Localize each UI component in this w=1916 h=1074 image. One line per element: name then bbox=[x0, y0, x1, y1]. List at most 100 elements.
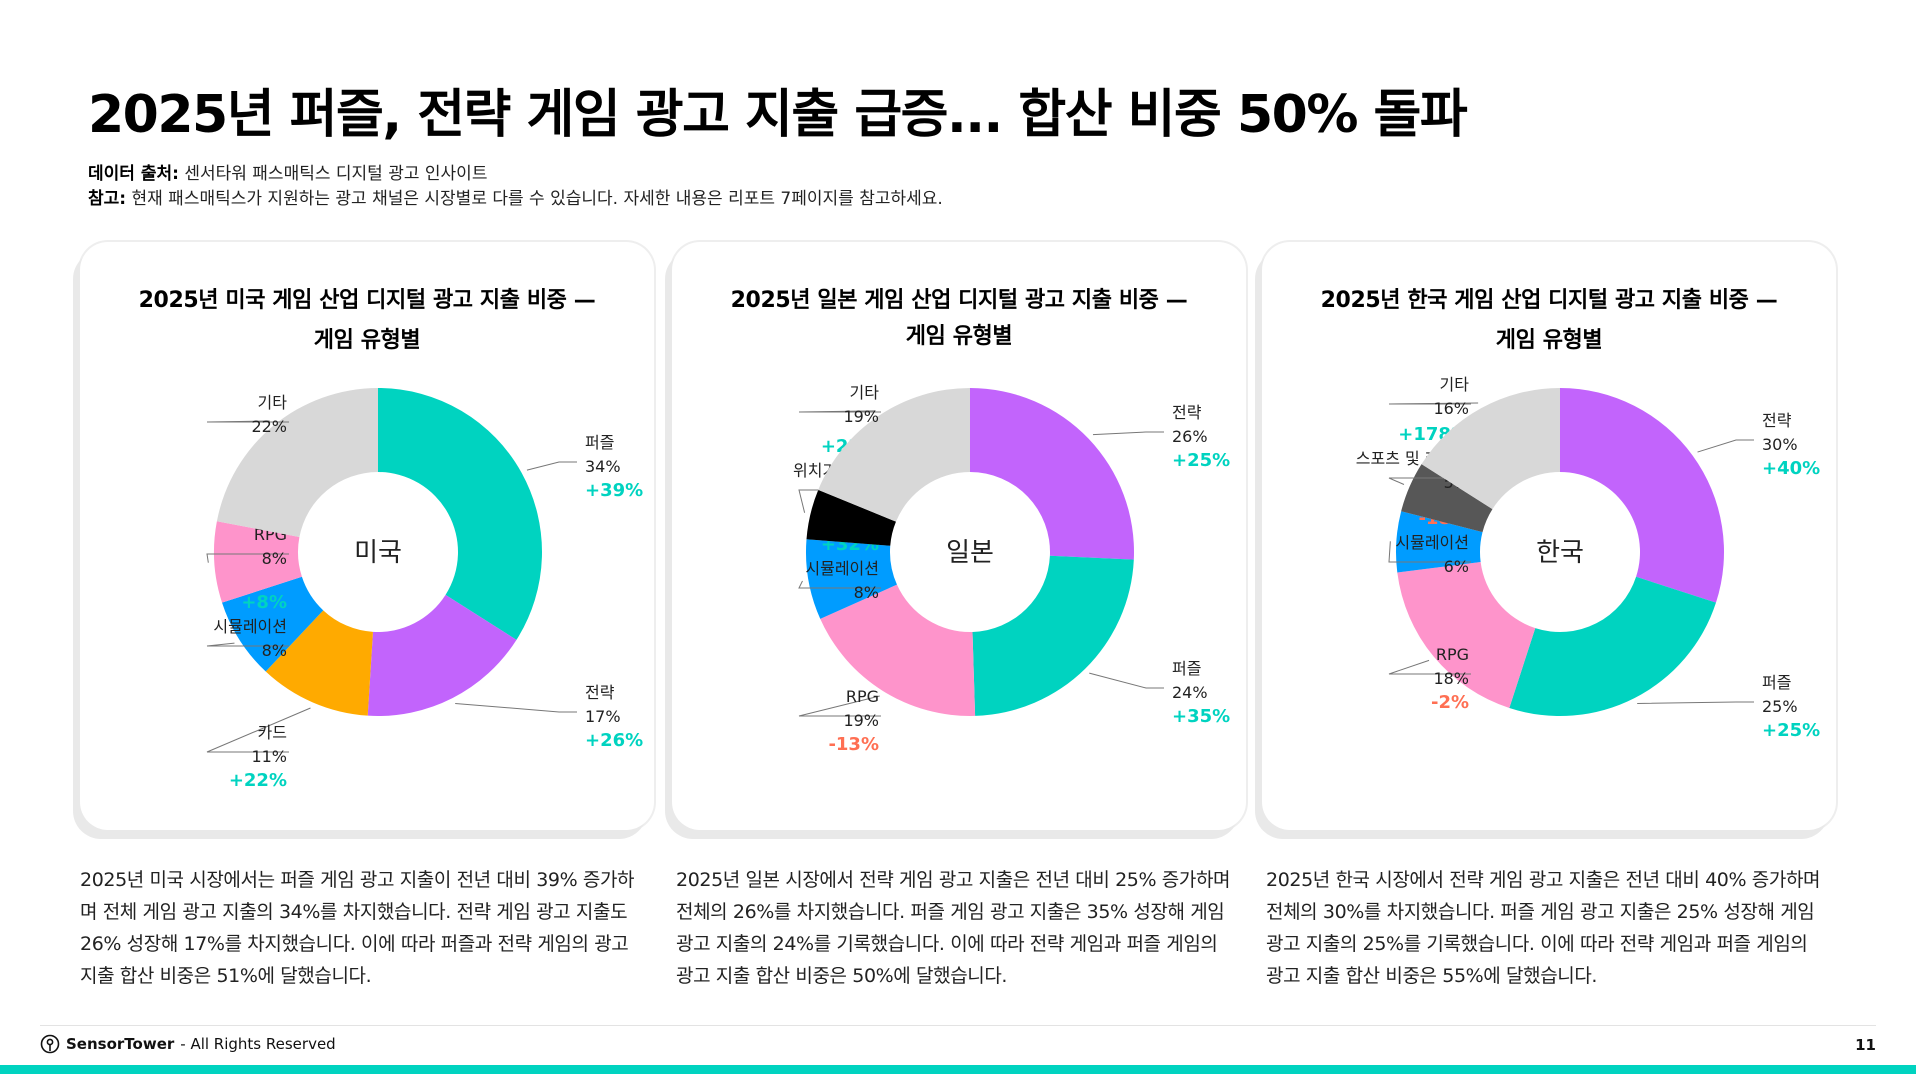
donut-slice-simulation bbox=[806, 539, 897, 619]
leader-line bbox=[206, 707, 311, 753]
leader-line bbox=[206, 553, 289, 563]
page-title: 2025년 퍼즐, 전략 게임 광고 지출 급증... 합산 비중 50% 돌파 bbox=[88, 85, 1468, 145]
chart-title-line1: 2025년 일본 게임 산업 디지털 광고 지출 비중 — bbox=[730, 288, 1188, 313]
chart-card-japan: 2025년 일본 게임 산업 디지털 광고 지출 비중 — 게임 유형별 전략 2… bbox=[672, 242, 1246, 830]
data-source-line: 데이터 출처: 센서타워 패스매틱스 디지털 광고 인사이트 bbox=[88, 162, 943, 187]
donut-slice-other bbox=[818, 388, 970, 522]
share-label: 6% bbox=[1444, 557, 1469, 576]
bottom-accent-bar bbox=[0, 1065, 1916, 1074]
description-japan: 2025년 일본 시장에서 전략 게임 광고 지출은 전년 대비 25% 증가하… bbox=[676, 869, 1231, 987]
leader-line bbox=[798, 580, 881, 589]
category-label: 전략 bbox=[1762, 411, 1792, 430]
description-us: 2025년 미국 시장에서는 퍼즐 게임 광고 지출이 전년 대비 39% 증가… bbox=[80, 869, 635, 987]
chart-title-line2: 게임 유형별 bbox=[905, 324, 1013, 349]
leader-line bbox=[1388, 659, 1471, 675]
donut-slice-puzzle bbox=[972, 555, 1134, 716]
change-label: +35% bbox=[1172, 706, 1230, 727]
donut-slice-other bbox=[216, 388, 378, 538]
share-label: 24% bbox=[1172, 683, 1208, 702]
chart-title-line1: 2025년 한국 게임 산업 디지털 광고 지출 비중 — bbox=[1320, 288, 1778, 313]
donut-slice-strategy bbox=[970, 388, 1134, 560]
footer-logo: SensorTower - All Rights Reserved bbox=[40, 1034, 336, 1054]
source-note: 데이터 출처: 센서타워 패스매틱스 디지털 광고 인사이트 참고: 현재 패스… bbox=[88, 162, 943, 212]
change-label: +26% bbox=[585, 730, 643, 751]
donut-slice-sports-racing bbox=[1401, 464, 1493, 533]
change-label: +40% bbox=[1762, 458, 1820, 479]
center-label: 일본 bbox=[946, 538, 994, 568]
page-number: 11 bbox=[1855, 1036, 1876, 1054]
share-label: 25% bbox=[1762, 697, 1798, 716]
category-label: 시뮬레이션 bbox=[805, 559, 879, 578]
donut-slice-puzzle bbox=[378, 388, 542, 640]
category-label: 퍼즐 bbox=[1762, 673, 1791, 692]
leader-line bbox=[455, 702, 577, 713]
category-label: RPG bbox=[1436, 645, 1469, 664]
share-label: 8% bbox=[262, 549, 287, 568]
change-label: +25% bbox=[1172, 450, 1230, 471]
chart-title-line2: 게임 유형별 bbox=[1495, 328, 1603, 353]
share-label: 8% bbox=[262, 641, 287, 660]
share-label: 16% bbox=[1433, 399, 1469, 418]
category-label: 시뮬레이션 bbox=[213, 617, 287, 636]
note-text: 현재 패스매틱스가 지원하는 광고 채널은 시장별로 다를 수 있습니다. 자세… bbox=[131, 189, 943, 209]
category-label: 퍼즐 bbox=[585, 433, 614, 452]
donut-chart-korea: 전략30%+40%퍼즐25%+25%RPG18%-2%-18%시뮬레이션6%+1… bbox=[1356, 375, 1820, 741]
change-label: -13% bbox=[828, 734, 879, 755]
sensortower-logo-icon bbox=[40, 1034, 60, 1054]
leader-line bbox=[798, 410, 881, 413]
donut-slice-card bbox=[265, 610, 373, 716]
donut-chart-us: 퍼즐34%+39%전략17%+26%카드11%+22%+8%시뮬레이션8%+23… bbox=[206, 388, 643, 791]
center-label: 한국 bbox=[1536, 538, 1584, 568]
donut-slice-rpg bbox=[214, 521, 302, 603]
change-label: +8% bbox=[241, 592, 287, 613]
source-text: 센서타워 패스매틱스 디지털 광고 인사이트 bbox=[184, 164, 488, 184]
change-label: +25% bbox=[1762, 720, 1820, 741]
share-label: 19% bbox=[843, 711, 879, 730]
chart-card-korea: 2025년 한국 게임 산업 디지털 광고 지출 비중 — 게임 유형별 전략 3… bbox=[1262, 242, 1836, 830]
chart-title-line1: 2025년 미국 게임 산업 디지털 광고 지출 비중 — bbox=[138, 288, 596, 313]
category-label: 전략 bbox=[585, 683, 615, 702]
leader-line bbox=[798, 695, 881, 717]
donut-slice-location-ar bbox=[806, 489, 896, 546]
share-label: 19% bbox=[843, 407, 879, 426]
footer-divider bbox=[40, 1025, 1876, 1026]
note-label: 참고: bbox=[88, 189, 127, 209]
leader-line bbox=[206, 420, 289, 423]
category-label: 시뮬레이션 bbox=[1395, 533, 1469, 552]
source-label: 데이터 출처: bbox=[88, 164, 179, 184]
category-label: 기타 bbox=[1440, 375, 1470, 394]
donut-slice-strategy bbox=[367, 594, 517, 716]
donut-slice-other bbox=[1421, 388, 1560, 510]
change-label: +22% bbox=[229, 770, 287, 791]
share-label: 22% bbox=[251, 417, 287, 436]
leader-line bbox=[1637, 701, 1754, 704]
share-label: 26% bbox=[1172, 427, 1208, 446]
change-label: -2% bbox=[1431, 692, 1469, 713]
leader-line bbox=[1089, 672, 1164, 689]
footer-brand: SensorTower bbox=[66, 1035, 175, 1053]
chart-title-line2: 게임 유형별 bbox=[313, 328, 421, 353]
change-label: +39% bbox=[585, 480, 643, 501]
donut-slice-strategy bbox=[1560, 388, 1724, 603]
donut-slice-rpg bbox=[1397, 562, 1536, 708]
share-label: 30% bbox=[1762, 435, 1798, 454]
leader-line bbox=[1388, 541, 1471, 563]
category-label: 카드 bbox=[258, 723, 287, 742]
footer-rights: - All Rights Reserved bbox=[180, 1035, 336, 1053]
share-label: 8% bbox=[854, 583, 879, 602]
note-line: 참고: 현재 패스매틱스가 지원하는 광고 채널은 시장별로 다를 수 있습니다… bbox=[88, 187, 943, 212]
donut-slice-simulation bbox=[1396, 511, 1483, 573]
category-label: 기타 bbox=[258, 393, 288, 412]
share-label: 34% bbox=[585, 457, 621, 476]
donut-slice-simulation bbox=[222, 576, 324, 672]
category-label: 퍼즐 bbox=[1172, 659, 1201, 678]
category-label: 전략 bbox=[1172, 403, 1202, 422]
center-label: 미국 bbox=[354, 538, 402, 568]
share-label: 11% bbox=[251, 747, 287, 766]
category-label: RPG bbox=[846, 687, 879, 706]
leader-line bbox=[206, 642, 289, 647]
donut-slice-rpg bbox=[820, 584, 976, 716]
share-label: 18% bbox=[1433, 669, 1469, 688]
donut-chart-japan: 전략26%+25%퍼즐24%+35%RPG19%-13%+32%시뮬레이션8%+… bbox=[793, 383, 1230, 755]
share-label: 17% bbox=[585, 707, 621, 726]
